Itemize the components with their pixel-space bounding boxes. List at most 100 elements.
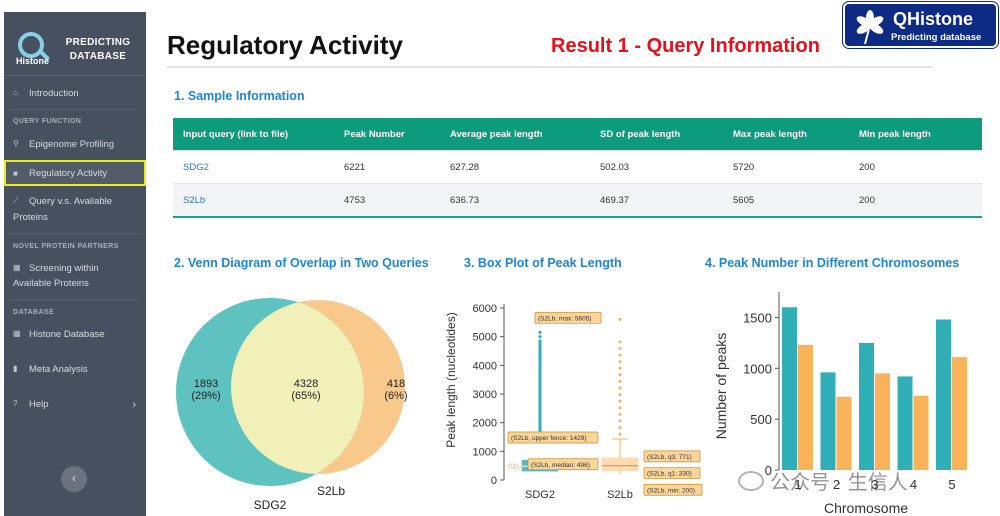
outlier-point-s2lb[interactable] [618,426,622,430]
bar-sdg2-chr3[interactable] [859,342,874,470]
table-cell: 469.37 [600,194,630,206]
sidebar-item-label: Screening within [29,263,99,274]
table-cell: 200 [859,194,875,206]
chevron-left-icon: ‹ [72,471,76,485]
bar-sdg2-chr4[interactable] [897,376,913,470]
venn-right-count: 418 [387,378,405,390]
column-header[interactable]: Max peak length [733,128,807,140]
sidebar-item-introduction[interactable]: ⌂ Introduction [4,88,146,99]
question-icon: ? [13,399,18,408]
outlier-point-sdg2[interactable] [538,330,542,334]
bar-s2lb-chr1[interactable] [798,344,813,470]
column-header[interactable]: SD of peak length [600,128,681,140]
outlier-point-sdg2[interactable] [538,343,542,347]
outlier-point-s2lb[interactable] [618,419,622,423]
sidebar: Histone PREDICTING DATABASE ⌂ Introducti… [4,12,146,516]
outlier-point-s2lb[interactable] [618,432,622,436]
column-header[interactable]: Average peak length [450,128,543,140]
sidebar-item-help[interactable]: ? Help › [4,399,146,411]
outlier-point-s2lb[interactable] [618,360,622,364]
chevron-right-icon: › [132,399,136,411]
header-divider [167,66,933,68]
outlier-point-s2lb[interactable] [618,399,622,403]
table-cell: 4753 [344,194,366,206]
bar-sdg2-chr1[interactable] [782,307,797,470]
collapse-sidebar-button[interactable]: ‹ [61,466,87,492]
sidebar-item-histone-database[interactable]: ▦ Histone Database [4,329,146,340]
hover-annotation-text: (S2Lb, median: 496) [531,462,590,469]
outlier-point-sdg2[interactable] [538,349,542,353]
logo-word: Histone [16,56,50,66]
query-file-link[interactable]: SDG2 [183,161,209,173]
table-cell: 200 [859,161,875,173]
bar-sdg2-chr5[interactable] [936,319,951,470]
column-header[interactable]: Peak Number [344,128,405,140]
box-s2lb[interactable] [601,457,639,472]
venn-label-sdg2: SDG2 [254,498,287,512]
venn-left-count: 1893 [194,378,218,390]
box-y-axis-label: Peak length (nucleotides) [444,312,458,447]
sidebar-item-label: Histone Database [29,329,105,340]
bar-s2lb-chr3[interactable] [875,373,890,470]
outlier-point-s2lb[interactable] [618,366,622,370]
outlier-point-sdg2[interactable] [538,360,542,365]
brand-line2: DATABASE [69,51,127,62]
section-title-boxplot: 3. Box Plot of Peak Length [464,256,622,270]
sidebar-item-screening[interactable]: ▦ Screening within Available Proteins [4,263,146,289]
table-row: SDG2 6221 627.28 502.03 5720 200 [173,150,982,183]
sidebar-item-query-vs-available[interactable]: ⟋ Query v.s. Available Proteins [4,196,146,223]
outlier-point-s2lb[interactable] [618,353,622,357]
sidebar-brand[interactable]: Histone PREDICTING DATABASE [4,12,146,76]
qhistone-logo: QHistone Predicting database [842,1,999,49]
outlier-point-sdg2[interactable] [538,355,542,359]
sidebar-item-epigenome-profiling[interactable]: ⚲ Epigenome Profiling [4,139,146,150]
venn-left-pct: (29%) [191,390,220,402]
sidebar-item-regulatory-activity[interactable]: ■ Regulatory Activity [4,160,146,186]
bar-sdg2-chr2[interactable] [820,372,836,470]
y-tick-label: 6000 [473,303,497,315]
outlier-point-s2lb[interactable] [618,406,622,410]
table-cell: 6221 [344,161,366,173]
logo-subtitle: Predicting database [891,32,982,43]
section-title-venn: 2. Venn Diagram of Overlap in Two Querie… [174,256,429,270]
outlier-point-sdg2[interactable] [538,366,542,370]
flower-logo-icon [856,10,884,45]
bar-s2lb-chr2[interactable] [836,396,852,470]
venn-diagram: 1893 (29%) 4328 (65%) 418 (6%) SDG2 S2Lb [176,298,408,512]
outlier-point-s2lb[interactable] [618,379,622,383]
sidebar-item-label: Meta Analysis [29,364,88,375]
query-file-link[interactable]: S2Lb [183,194,206,206]
hover-annotation-text: (S2Lb, upper fence: 1429) [511,435,587,442]
hover-annotation-box [507,431,599,444]
max-point-s2lb[interactable] [618,317,622,321]
section-label-query: QUERY FUNCTION [13,118,82,125]
table-header: Input query (link to file) Peak Number A… [173,118,982,150]
sidebar-item-meta-analysis[interactable]: ▮ Meta Analysis [4,364,146,375]
outlier-point-s2lb[interactable] [618,386,622,390]
section-title-sample-info: 1. Sample Information [174,89,305,103]
column-header[interactable]: Input query (link to file) [183,128,289,140]
logo-name: QHistone [893,9,974,29]
wand-icon: ⟋ [13,196,19,205]
hover-annotation-text: (S2Lb, q1: 330) [647,471,692,478]
bar-s2lb-chr4[interactable] [913,395,929,470]
outlier-point-s2lb[interactable] [618,340,622,344]
divider [10,233,140,234]
section-title-barchart: 4. Peak Number in Different Chromosomes [705,256,960,270]
table-cell: 5720 [733,161,755,173]
sidebar-item-label: Introduction [29,88,79,99]
outlier-point-s2lb[interactable] [618,373,622,377]
table-cell: 636.73 [450,194,480,206]
section-label-database: DATABASE [13,309,55,316]
outlier-point-s2lb[interactable] [618,346,622,350]
outlier-point-sdg2[interactable] [538,335,542,339]
column-header[interactable]: Min peak length [859,128,931,140]
table-cell: 5605 [733,194,755,206]
bar-s2lb-chr5[interactable] [952,357,967,470]
sample-info-table: Input query (link to file) Peak Number A… [173,118,982,218]
series-partial-label: S2Lb [508,464,524,471]
outlier-point-s2lb[interactable] [618,393,622,397]
magnifier-logo-icon [18,32,44,58]
outlier-point-s2lb[interactable] [618,412,622,416]
